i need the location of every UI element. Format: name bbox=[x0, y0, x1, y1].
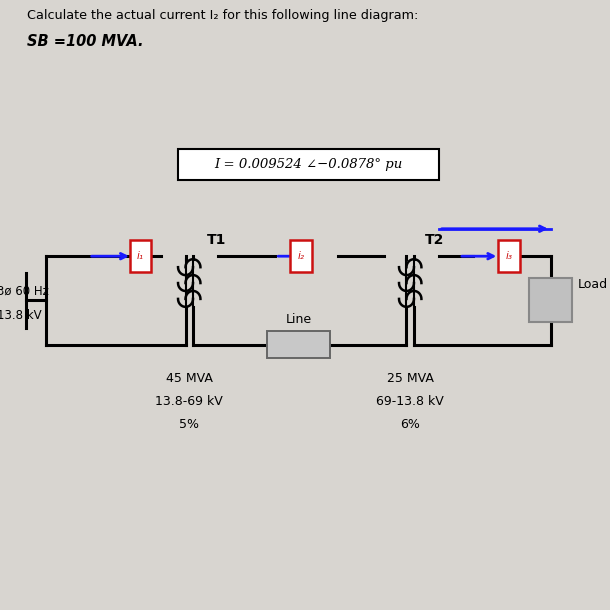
Text: 13.8-69 kV: 13.8-69 kV bbox=[156, 395, 223, 408]
Text: 6%: 6% bbox=[400, 418, 420, 431]
Text: SB =100 MVA.: SB =100 MVA. bbox=[27, 34, 143, 49]
Text: i₁: i₁ bbox=[137, 251, 144, 261]
Text: Line: Line bbox=[286, 313, 312, 326]
Text: 25 MVA: 25 MVA bbox=[387, 372, 434, 385]
Text: 5+j150Ω: 5+j150Ω bbox=[271, 338, 327, 351]
Text: i₃: i₃ bbox=[506, 251, 512, 261]
Text: T1: T1 bbox=[206, 233, 226, 247]
Bar bbox=[267, 331, 331, 359]
Text: 5%: 5% bbox=[179, 418, 199, 431]
Text: Load: Load bbox=[578, 279, 608, 292]
Bar bbox=[498, 240, 520, 272]
Bar bbox=[290, 240, 312, 272]
Text: Calculate the actual current I₂ for this following line diagram:: Calculate the actual current I₂ for this… bbox=[27, 9, 418, 22]
Text: 69-13.8 kV: 69-13.8 kV bbox=[376, 395, 444, 408]
Text: T2: T2 bbox=[425, 233, 444, 247]
Text: 3ø 60 Hz: 3ø 60 Hz bbox=[0, 285, 49, 298]
Text: i₂: i₂ bbox=[298, 251, 304, 261]
Bar bbox=[178, 149, 439, 180]
Text: I = 0.009524 ∠−0.0878° pu: I = 0.009524 ∠−0.0878° pu bbox=[214, 158, 403, 171]
Text: 45 MVA: 45 MVA bbox=[166, 372, 213, 385]
Bar bbox=[529, 278, 572, 323]
Text: 13.8 kV: 13.8 kV bbox=[0, 309, 41, 322]
Bar bbox=[129, 240, 151, 272]
Text: 200Ω: 200Ω bbox=[534, 294, 567, 307]
